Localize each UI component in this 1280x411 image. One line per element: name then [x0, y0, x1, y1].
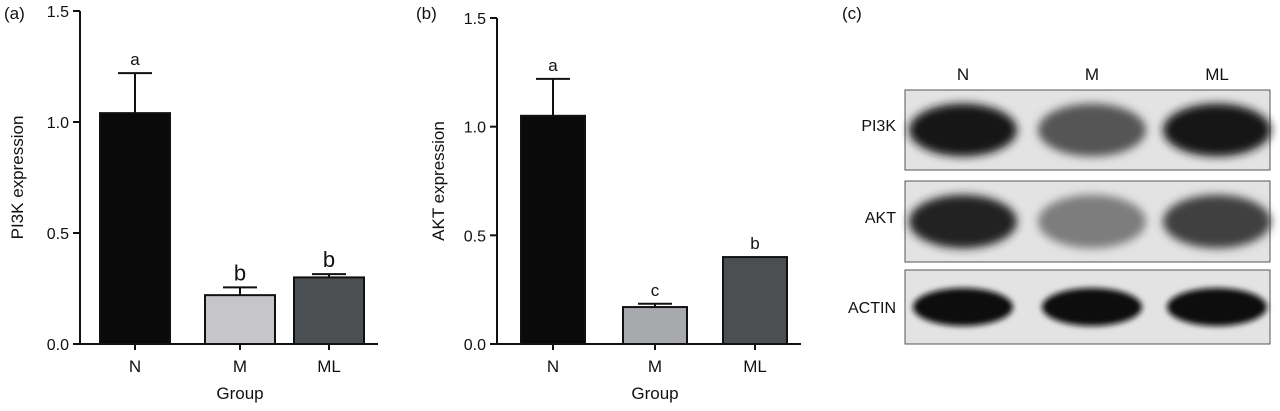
bars-layer	[99, 112, 365, 346]
lane-label-n: N	[957, 65, 969, 84]
significance-label-ml: b	[750, 234, 759, 253]
row-labels: PI3K AKT ACTIN	[848, 118, 896, 317]
significance-labels: a c b	[548, 56, 759, 300]
blot-band-n	[909, 194, 1017, 249]
bar-m	[622, 306, 688, 346]
y-tick-label: 1.5	[464, 11, 486, 28]
y-tick-label: 1.0	[464, 120, 486, 137]
x-tick-label-m: M	[648, 357, 662, 376]
blot-row-pi3k	[904, 89, 1271, 171]
y-ticks: 0.0 0.5 1.0 1.5	[47, 4, 80, 354]
x-ticks: N M ML	[129, 344, 341, 376]
x-tick-label-n: N	[129, 357, 141, 376]
blot-row-actin	[904, 269, 1271, 345]
significance-label-n: a	[548, 56, 558, 75]
blot-band-ml	[1163, 194, 1271, 249]
y-ticks: 0.0 0.5 1.0 1.5	[464, 11, 497, 354]
western-blot: N M ML PI3K AKT ACTIN	[848, 65, 1271, 345]
significance-labels: a b b	[130, 50, 335, 285]
bar-ml	[722, 256, 788, 346]
row-label-actin: ACTIN	[848, 300, 896, 317]
x-tick-label-ml: ML	[317, 357, 341, 376]
blot-band-m	[1042, 288, 1142, 326]
x-axis-title: Group	[631, 384, 678, 403]
bar-ml	[293, 276, 365, 345]
blot-band-n	[913, 288, 1013, 326]
y-tick-label: 1.5	[47, 4, 69, 21]
errorbars-layer	[118, 72, 346, 296]
blot-band-m	[1038, 103, 1146, 157]
row-label-pi3k: PI3K	[861, 118, 896, 135]
significance-label-m: b	[234, 260, 246, 285]
significance-label-ml: b	[323, 247, 335, 272]
y-axis-title: AKT expression	[429, 121, 448, 241]
panel-label-c: (c)	[842, 4, 862, 23]
y-tick-label: 0.5	[464, 228, 486, 245]
x-ticks: N M ML	[547, 344, 767, 376]
lane-label-m: M	[1085, 65, 1099, 84]
blot-band-ml	[1163, 103, 1271, 157]
significance-label-m: c	[651, 281, 660, 300]
blot-band-m	[1038, 194, 1146, 249]
y-tick-label: 0.0	[47, 337, 69, 354]
y-tick-label: 0.5	[47, 226, 69, 243]
bars-layer	[520, 114, 788, 346]
y-axis-title: PI3K expression	[8, 116, 27, 240]
y-tick-label: 0.0	[464, 337, 486, 354]
lane-labels: N M ML	[957, 65, 1229, 84]
lane-label-ml: ML	[1205, 65, 1229, 84]
x-axis-title: Group	[216, 384, 263, 403]
blot-row-akt	[904, 180, 1271, 263]
x-tick-label-ml: ML	[743, 357, 767, 376]
chart-akt: 0.0 0.5 1.0 1.5 N M ML a c b AKT expression Gro…	[429, 11, 801, 403]
bar-n	[520, 114, 586, 345]
errorbars-layer	[536, 77, 672, 308]
bar-m	[204, 294, 276, 346]
y-tick-label: 1.0	[47, 115, 69, 132]
row-label-akt: AKT	[865, 210, 896, 227]
chart-pi3k: 0.0 0.5 1.0 1.5 N M ML a b b PI3K expression Gr…	[8, 4, 378, 403]
panel-label-b: (b)	[416, 4, 437, 23]
blot-band-n	[909, 103, 1017, 157]
bar-n	[99, 112, 171, 346]
blot-band-ml	[1167, 288, 1267, 326]
x-tick-label-n: N	[547, 357, 559, 376]
x-tick-label-m: M	[233, 357, 247, 376]
blot-rows	[904, 89, 1271, 345]
significance-label-n: a	[130, 50, 140, 69]
panel-label-a: (a)	[4, 4, 25, 23]
